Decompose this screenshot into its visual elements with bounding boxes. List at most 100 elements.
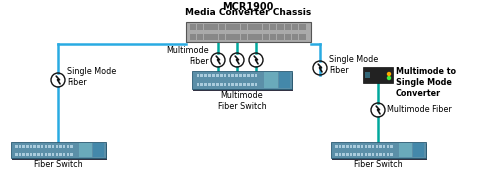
Bar — [236, 83, 238, 86]
Bar — [299, 24, 306, 30]
Text: Fiber Switch: Fiber Switch — [354, 160, 403, 169]
Text: Single Mode
Fiber: Single Mode Fiber — [67, 67, 116, 87]
Bar — [34, 145, 36, 147]
Bar — [30, 145, 32, 147]
Bar — [44, 152, 47, 156]
Bar — [93, 143, 104, 157]
Bar — [56, 152, 58, 156]
Bar — [247, 74, 250, 77]
Text: MCR1900: MCR1900 — [222, 2, 274, 12]
Text: Multimode
Fiber: Multimode Fiber — [166, 46, 209, 66]
FancyBboxPatch shape — [330, 142, 426, 158]
Bar — [219, 24, 226, 30]
Text: Fiber Switch: Fiber Switch — [34, 160, 82, 169]
Bar — [284, 24, 291, 30]
Bar — [48, 145, 51, 147]
Text: Multimode to
Single Mode
Converter: Multimode to Single Mode Converter — [396, 67, 456, 98]
Bar — [70, 152, 73, 156]
Bar — [41, 152, 43, 156]
Bar — [299, 34, 306, 40]
Bar — [22, 145, 25, 147]
Bar — [224, 74, 226, 77]
Bar — [70, 145, 73, 147]
Bar — [200, 83, 203, 86]
Bar — [30, 152, 32, 156]
Bar — [254, 83, 258, 86]
Bar — [346, 152, 348, 156]
Bar — [262, 24, 269, 30]
Bar — [292, 34, 298, 40]
Text: Media Converter Chassis: Media Converter Chassis — [185, 8, 311, 17]
Bar — [376, 145, 378, 147]
Bar — [204, 34, 210, 40]
Bar — [204, 24, 210, 30]
Bar — [212, 34, 218, 40]
Bar — [240, 24, 247, 30]
Bar — [277, 24, 284, 30]
Bar — [236, 74, 238, 77]
Bar — [234, 24, 240, 30]
Bar — [386, 152, 389, 156]
Bar — [212, 74, 215, 77]
Bar — [346, 145, 348, 147]
Bar — [18, 145, 22, 147]
Bar — [372, 145, 374, 147]
Text: Multimode Fiber: Multimode Fiber — [387, 105, 452, 114]
Bar — [37, 145, 40, 147]
FancyBboxPatch shape — [12, 144, 106, 160]
Bar — [350, 145, 352, 147]
Bar — [284, 34, 291, 40]
Bar — [335, 145, 338, 147]
Bar — [226, 34, 232, 40]
Bar — [338, 145, 342, 147]
Bar — [277, 34, 284, 40]
Bar — [354, 152, 356, 156]
Bar — [357, 152, 360, 156]
Bar — [368, 145, 371, 147]
Bar — [372, 152, 374, 156]
Bar — [216, 83, 218, 86]
Bar — [234, 34, 240, 40]
Bar — [228, 83, 230, 86]
Bar — [48, 152, 51, 156]
Bar — [363, 67, 393, 83]
Bar — [342, 152, 345, 156]
Bar — [338, 152, 342, 156]
Bar — [342, 145, 345, 147]
Bar — [212, 83, 215, 86]
Bar — [37, 152, 40, 156]
Bar — [386, 145, 389, 147]
Bar — [79, 143, 92, 157]
Bar — [365, 72, 370, 78]
Bar — [239, 83, 242, 86]
FancyBboxPatch shape — [192, 71, 292, 89]
Bar — [59, 152, 62, 156]
Bar — [240, 34, 247, 40]
Bar — [63, 152, 66, 156]
Bar — [254, 74, 258, 77]
Bar — [212, 24, 218, 30]
Bar — [256, 24, 262, 30]
FancyBboxPatch shape — [10, 142, 106, 158]
Circle shape — [388, 73, 390, 75]
Bar — [219, 34, 226, 40]
Bar — [59, 145, 62, 147]
Bar — [264, 72, 278, 88]
Bar — [361, 152, 364, 156]
Bar — [248, 24, 254, 30]
FancyBboxPatch shape — [193, 73, 293, 91]
Bar — [208, 74, 211, 77]
Bar — [56, 145, 58, 147]
Bar — [226, 24, 232, 30]
Bar — [279, 72, 290, 88]
Bar — [364, 145, 367, 147]
Bar — [52, 152, 54, 156]
Bar — [228, 74, 230, 77]
Bar — [270, 34, 276, 40]
Bar — [224, 83, 226, 86]
Bar — [34, 152, 36, 156]
Bar — [190, 24, 196, 30]
Bar — [368, 152, 371, 156]
Bar — [15, 145, 18, 147]
Bar — [208, 83, 211, 86]
